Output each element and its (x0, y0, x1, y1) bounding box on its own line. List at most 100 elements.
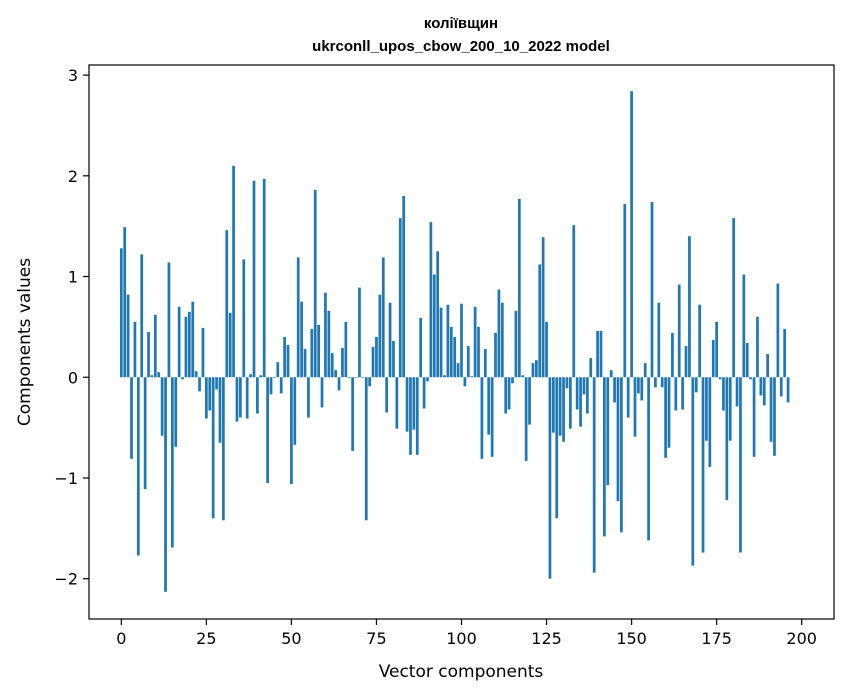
bar-159 (660, 377, 664, 388)
x-tick-label: 0 (116, 629, 126, 648)
x-tick-label: 50 (281, 629, 301, 648)
bar-35 (239, 377, 242, 418)
bar-196 (786, 377, 790, 403)
bar-66 (344, 321, 348, 378)
y-tick-label: −1 (54, 469, 78, 488)
bar-33 (232, 165, 235, 378)
bar-40 (256, 377, 259, 414)
bar-166 (684, 346, 688, 378)
bar-71 (361, 377, 365, 378)
bar-171 (701, 377, 705, 553)
y-axis-label: Components values (15, 258, 35, 426)
bar-49 (286, 345, 290, 378)
bar-130 (562, 377, 565, 442)
bar-17 (177, 306, 181, 378)
bar-113 (504, 377, 508, 414)
bars-group (119, 91, 790, 592)
bar-48 (283, 336, 286, 378)
bar-39 (252, 180, 256, 378)
bar-180 (732, 218, 736, 378)
bar-6 (140, 254, 144, 378)
bar-185 (749, 377, 753, 380)
bar-41 (259, 375, 263, 378)
bar-79 (388, 302, 392, 378)
bar-24 (201, 327, 205, 378)
bar-55 (307, 377, 310, 418)
bar-27 (211, 377, 215, 519)
bar-36 (242, 259, 246, 378)
bar-9 (150, 375, 154, 378)
bar-118 (521, 375, 525, 378)
bar-15 (170, 377, 174, 548)
bar-42 (262, 178, 266, 378)
bar-177 (722, 377, 725, 411)
x-tick-label: 150 (616, 629, 647, 648)
bar-105 (477, 326, 480, 378)
bar-32 (228, 312, 232, 378)
bar-75 (375, 336, 378, 378)
bar-126 (548, 377, 552, 579)
bar-136 (582, 377, 586, 395)
bar-93 (436, 251, 440, 378)
bar-73 (368, 377, 372, 387)
bar-114 (507, 377, 511, 410)
bar-65 (341, 348, 344, 378)
bar-175 (715, 321, 718, 378)
bar-127 (551, 377, 555, 433)
x-tick-label: 175 (701, 629, 732, 648)
bar-30 (222, 377, 225, 521)
bar-53 (300, 301, 303, 378)
bar-149 (626, 377, 630, 418)
bar-134 (575, 377, 579, 410)
bar-57 (313, 189, 317, 378)
bar-147 (620, 377, 623, 533)
bar-63 (334, 370, 337, 378)
bar-132 (569, 377, 572, 429)
bar-186 (752, 377, 756, 457)
bar-0 (119, 248, 123, 378)
bar-85 (409, 377, 412, 455)
bar-187 (756, 316, 759, 378)
bar-157 (654, 377, 657, 388)
bar-102 (466, 346, 470, 378)
bar-14 (167, 262, 171, 378)
bar-167 (688, 236, 691, 378)
bar-77 (381, 257, 385, 378)
bar-96 (446, 304, 450, 378)
bar-173 (708, 377, 712, 467)
chart-title: коліївщин (424, 15, 498, 32)
bar-87 (415, 377, 419, 455)
bar-62 (330, 353, 334, 378)
bar-80 (392, 340, 395, 378)
bar-164 (677, 284, 681, 378)
bar-139 (592, 377, 596, 573)
x-axis-label: Vector components (379, 662, 544, 682)
bar-106 (480, 377, 484, 459)
plot-frame (88, 64, 835, 620)
bar-142 (603, 377, 606, 537)
bar-182 (739, 377, 742, 553)
bar-192 (773, 377, 776, 456)
bar-193 (776, 283, 780, 378)
bar-76 (378, 294, 382, 378)
bar-8 (147, 331, 150, 378)
bar-5 (136, 377, 140, 556)
bar-46 (276, 362, 280, 378)
bar-103 (470, 376, 474, 378)
bar-152 (637, 377, 640, 394)
bar-31 (225, 230, 229, 378)
bar-119 (524, 377, 528, 461)
bar-21 (191, 301, 195, 378)
bar-112 (500, 302, 504, 378)
bar-7 (143, 377, 147, 490)
bar-170 (698, 304, 701, 378)
bar-141 (599, 330, 603, 378)
bar-117 (517, 198, 521, 378)
bar-58 (317, 324, 320, 378)
bar-169 (694, 377, 698, 393)
bar-91 (429, 222, 433, 378)
bar-90 (426, 377, 429, 382)
bar-100 (460, 303, 463, 378)
bar-84 (405, 377, 409, 432)
